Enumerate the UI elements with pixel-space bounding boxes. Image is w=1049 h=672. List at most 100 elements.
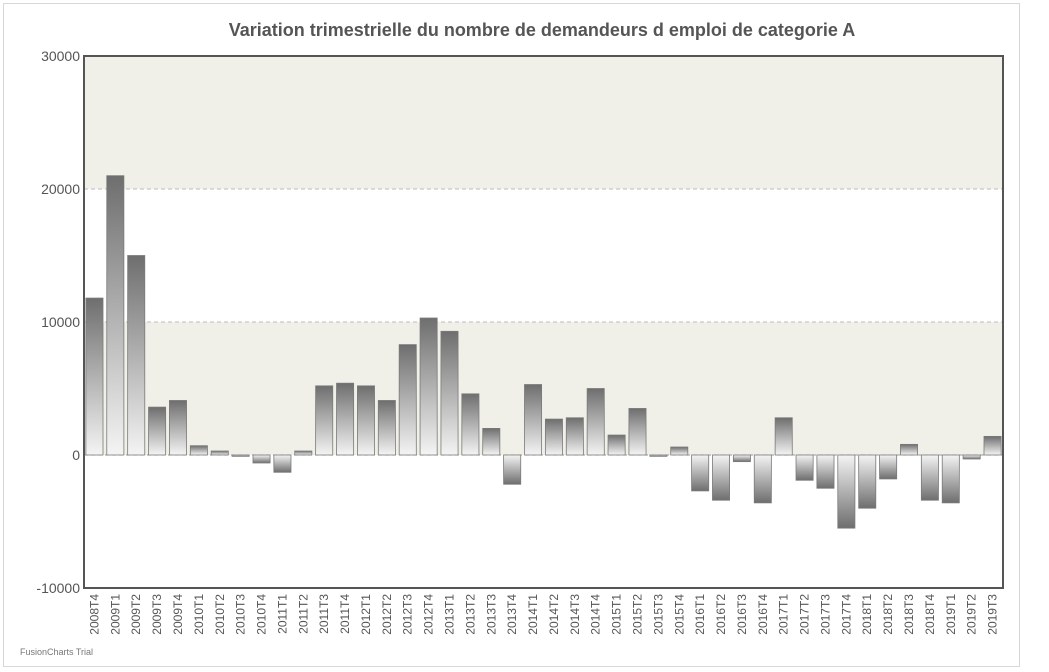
x-tick-label: 2012T3 bbox=[401, 594, 415, 635]
bar-2018T2 bbox=[879, 454, 898, 480]
x-tick-label: 2013T2 bbox=[463, 594, 477, 635]
x-tick-label: 2011T2 bbox=[296, 594, 310, 634]
x-tick-label: 2014T1 bbox=[526, 594, 540, 635]
plot-band-0 bbox=[84, 56, 1003, 189]
y-tick-label: -10000 bbox=[36, 580, 80, 596]
bar-2013T4 bbox=[503, 454, 522, 485]
bar-2019T1 bbox=[941, 454, 960, 504]
x-tick-label: 2009T2 bbox=[129, 594, 143, 635]
x-tick-label: 2018T1 bbox=[860, 594, 874, 635]
bar-2014T3 bbox=[565, 417, 584, 456]
bar-chart: Variation trimestrielle du nombre de dem… bbox=[20, 20, 1004, 657]
x-axis-ticks: 2008T4 2009T1 2009T2 2009T3 2009T4 2010T1 2010… bbox=[87, 594, 999, 635]
bar-2014T2 bbox=[544, 418, 563, 456]
bar-2012T2 bbox=[377, 400, 396, 456]
bar-2008T4 bbox=[85, 297, 104, 456]
plot-border bbox=[83, 55, 1004, 589]
bar-2014T4 bbox=[586, 388, 605, 456]
chart-frame: Variation trimestrielle du nombre de dem… bbox=[3, 3, 1020, 667]
x-tick-label: 2014T3 bbox=[568, 594, 582, 635]
bar-2018T4 bbox=[920, 454, 939, 501]
bar-2010T1 bbox=[189, 445, 208, 456]
bar-2016T1 bbox=[691, 454, 710, 492]
x-tick-label: 2015T2 bbox=[630, 594, 644, 635]
bar-2009T4 bbox=[169, 400, 187, 456]
axes bbox=[83, 55, 1004, 589]
x-tick-label: 2009T4 bbox=[171, 594, 185, 635]
bar-2016T2 bbox=[712, 454, 730, 501]
x-tick-label: 2011T1 bbox=[275, 594, 289, 634]
x-tick-label: 2011T4 bbox=[338, 594, 352, 634]
x-tick-label: 2016T1 bbox=[693, 594, 707, 635]
x-tick-label: 2019T2 bbox=[965, 594, 979, 635]
x-tick-label: 2016T4 bbox=[756, 594, 770, 635]
y-tick-label: 0 bbox=[72, 447, 80, 463]
x-tick-label: 2015T1 bbox=[610, 594, 624, 635]
y-tick-label: 20000 bbox=[41, 181, 80, 197]
bar-2009T3 bbox=[148, 406, 167, 456]
bar-2011T2 bbox=[294, 450, 313, 456]
y-tick-label: 30000 bbox=[41, 48, 80, 64]
x-tick-label: 2014T4 bbox=[589, 594, 603, 635]
x-tick-label: 2018T4 bbox=[923, 594, 937, 635]
x-tick-label: 2012T4 bbox=[422, 594, 436, 635]
bar-2009T1 bbox=[106, 175, 125, 456]
x-tick-label: 2013T3 bbox=[484, 594, 498, 635]
fusioncharts-credit: FusionCharts Trial bbox=[20, 647, 93, 657]
bar-2010T3 bbox=[231, 454, 250, 457]
bar-2015T1 bbox=[607, 434, 626, 456]
x-tick-label: 2017T4 bbox=[839, 594, 853, 635]
bar-2011T4 bbox=[336, 382, 355, 456]
bar-2018T3 bbox=[900, 443, 918, 456]
bar-2012T4 bbox=[419, 317, 438, 456]
bar-2017T2 bbox=[795, 454, 814, 481]
bar-2015T2 bbox=[628, 408, 647, 456]
bar-2013T2 bbox=[461, 393, 480, 456]
x-tick-label: 2011T3 bbox=[317, 594, 331, 634]
bar-2014T1 bbox=[524, 384, 543, 456]
bar-2017T3 bbox=[816, 454, 835, 489]
x-tick-label: 2019T3 bbox=[986, 594, 1000, 635]
x-tick-label: 2018T2 bbox=[881, 594, 895, 635]
bar-2017T4 bbox=[837, 454, 856, 529]
x-tick-label: 2010T1 bbox=[192, 594, 206, 635]
bar-2013T3 bbox=[482, 427, 501, 456]
x-tick-label: 2010T2 bbox=[213, 594, 227, 635]
x-tick-label: 2013T1 bbox=[443, 594, 457, 635]
bar-2019T2 bbox=[962, 454, 981, 460]
x-tick-label: 2014T2 bbox=[547, 594, 561, 635]
x-tick-label: 2016T2 bbox=[714, 594, 728, 635]
plot-band-1 bbox=[84, 322, 1003, 455]
bar-2015T4 bbox=[670, 446, 689, 456]
bar-2016T3 bbox=[732, 454, 751, 463]
bar-2010T4 bbox=[252, 454, 271, 464]
bar-2017T1 bbox=[774, 417, 793, 456]
bar-2012T1 bbox=[357, 385, 375, 456]
bar-2011T1 bbox=[273, 454, 292, 473]
x-tick-label: 2012T2 bbox=[380, 594, 394, 635]
y-axis-ticks: 30000 20000 10000 0 -10000 bbox=[36, 48, 80, 596]
x-tick-label: 2015T3 bbox=[651, 594, 665, 635]
x-tick-label: 2016T3 bbox=[735, 594, 749, 635]
x-tick-label: 2015T4 bbox=[672, 594, 686, 635]
bar-series bbox=[85, 175, 1002, 529]
bar-2012T3 bbox=[398, 344, 417, 456]
x-tick-label: 2018T3 bbox=[902, 594, 916, 635]
bar-2019T3 bbox=[983, 435, 1002, 456]
x-tick-label: 2009T1 bbox=[108, 594, 122, 635]
y-tick-label: 10000 bbox=[41, 314, 80, 330]
x-tick-label: 2009T3 bbox=[150, 594, 164, 635]
x-tick-label: 2010T4 bbox=[255, 594, 269, 635]
bar-2009T2 bbox=[127, 255, 146, 456]
chart-title: Variation trimestrielle du nombre de dem… bbox=[229, 20, 856, 40]
x-tick-label: 2019T1 bbox=[944, 594, 958, 635]
bar-2010T2 bbox=[210, 450, 229, 456]
x-tick-label: 2010T3 bbox=[234, 594, 248, 635]
x-tick-label: 2013T4 bbox=[505, 594, 519, 635]
x-tick-label: 2008T4 bbox=[87, 594, 101, 635]
x-tick-label: 2012T1 bbox=[359, 594, 373, 635]
x-tick-label: 2017T2 bbox=[798, 594, 812, 635]
bar-2011T3 bbox=[315, 385, 334, 456]
bar-2015T3 bbox=[649, 454, 668, 457]
bar-2018T1 bbox=[858, 454, 877, 509]
